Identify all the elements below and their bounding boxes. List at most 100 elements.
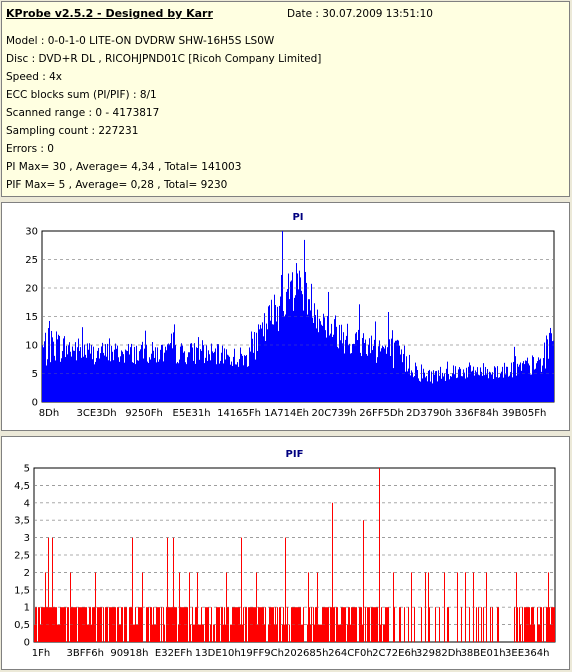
pi-bar [285, 314, 286, 402]
pi-bar [188, 352, 189, 402]
x-tick-label: 2C72E6h [372, 648, 417, 659]
pif-bar [183, 607, 184, 642]
pi-bar [332, 337, 333, 402]
pif-bar [320, 624, 321, 642]
pi-bar [288, 273, 289, 402]
pi-bar [241, 353, 242, 402]
x-tick-label: 26FF5Dh [359, 408, 404, 419]
pif-chart: PIF 0 0,5 1 1,5 2 2,5 3 3,5 4 4,5 5 1Fh 3BFF6h 90918h E… [14, 449, 556, 659]
pi-bar [89, 343, 90, 402]
pi-bar [418, 378, 419, 402]
pi-bar [488, 378, 489, 402]
x-tick-label: 3CE3Dh [76, 408, 116, 419]
pi-bar [525, 360, 526, 402]
pi-bar [204, 363, 205, 402]
pif-bar [261, 607, 262, 642]
pif-bar [117, 607, 118, 642]
pi-bar [367, 355, 368, 402]
pi-bar [265, 340, 266, 402]
pif-bar [129, 607, 130, 642]
pi-bar [520, 362, 521, 402]
pif-bar [333, 607, 334, 642]
pi-bar [353, 343, 354, 402]
pi-bar [222, 345, 223, 402]
pi-bar [280, 296, 281, 402]
pif-bar [289, 624, 290, 642]
pi-bar [513, 361, 514, 402]
info-speed: Speed : 4x [6, 71, 63, 83]
pif-bar [202, 624, 203, 642]
pi-bar [498, 377, 499, 402]
pif-bar [205, 607, 206, 642]
pi-bar [507, 366, 508, 402]
pi-bar [551, 333, 552, 402]
pi-bar [208, 350, 209, 402]
pi-bar [324, 317, 325, 402]
info-errors: Errors : 0 [6, 143, 54, 155]
pi-bar [55, 360, 56, 402]
pi-bar [538, 357, 539, 402]
pi-bar [165, 346, 166, 402]
pif-bar [213, 624, 214, 642]
pif-bar [307, 624, 308, 642]
pi-bar [277, 306, 278, 402]
pif-bar [147, 607, 148, 642]
pi-bar [237, 362, 238, 402]
pi-bar [129, 354, 130, 402]
pi-bar [167, 344, 168, 402]
pi-bar [304, 239, 305, 402]
pi-bar [497, 366, 498, 402]
pif-bar [171, 607, 172, 642]
pif-bar [268, 624, 269, 642]
pif-bar [277, 607, 278, 642]
pif-bar [349, 607, 350, 642]
info-ecc-blocks: ECC blocks sum (PI/PIF) : 8/1 [6, 89, 157, 101]
pif-bar [393, 572, 394, 642]
pi-bar [393, 368, 394, 402]
pif-bar [55, 607, 56, 642]
pif-bar [63, 607, 64, 642]
pif-bar [538, 624, 539, 642]
pi-bar [308, 299, 309, 402]
pi-bar [109, 338, 110, 402]
pif-bar [99, 607, 100, 642]
pif-bar [141, 607, 142, 642]
pif-bar [198, 624, 199, 642]
pif-bar [529, 607, 530, 642]
pif-bar [200, 624, 201, 642]
pi-bar [318, 332, 319, 402]
pif-bar [387, 607, 388, 642]
pif-bar [350, 624, 351, 642]
pi-bar [423, 368, 424, 402]
y-tick-label: 20 [25, 284, 38, 295]
pi-bar [184, 351, 185, 402]
pi-bar [118, 357, 119, 402]
pif-bar [61, 607, 62, 642]
x-tick-label: 32982Dh [416, 648, 462, 659]
pi-bar [327, 315, 328, 402]
scan-date: Date : 30.07.2009 13:51:10 [287, 8, 433, 20]
pif-bar [326, 607, 327, 642]
pi-bar [217, 344, 218, 402]
pif-bar [314, 624, 315, 642]
pif-bar [195, 607, 196, 642]
pi-bar [53, 341, 54, 402]
pif-bar [88, 624, 89, 642]
pif-bar [429, 607, 430, 642]
pif-bar [58, 624, 59, 642]
pi-bar [150, 359, 151, 402]
pif-bar [383, 624, 384, 642]
pif-bar [381, 607, 382, 642]
pif-bar [476, 607, 477, 642]
pi-bar [182, 345, 183, 402]
pi-bar [311, 283, 312, 402]
pi-bar [196, 347, 197, 402]
pi-bar [445, 380, 446, 402]
pi-bar [225, 359, 226, 402]
pi-bar [242, 355, 243, 402]
pi-bar [216, 364, 217, 402]
pif-bar [308, 572, 309, 642]
pi-bar [512, 377, 513, 402]
pi-bar [79, 350, 80, 402]
pi-bar [354, 343, 355, 402]
